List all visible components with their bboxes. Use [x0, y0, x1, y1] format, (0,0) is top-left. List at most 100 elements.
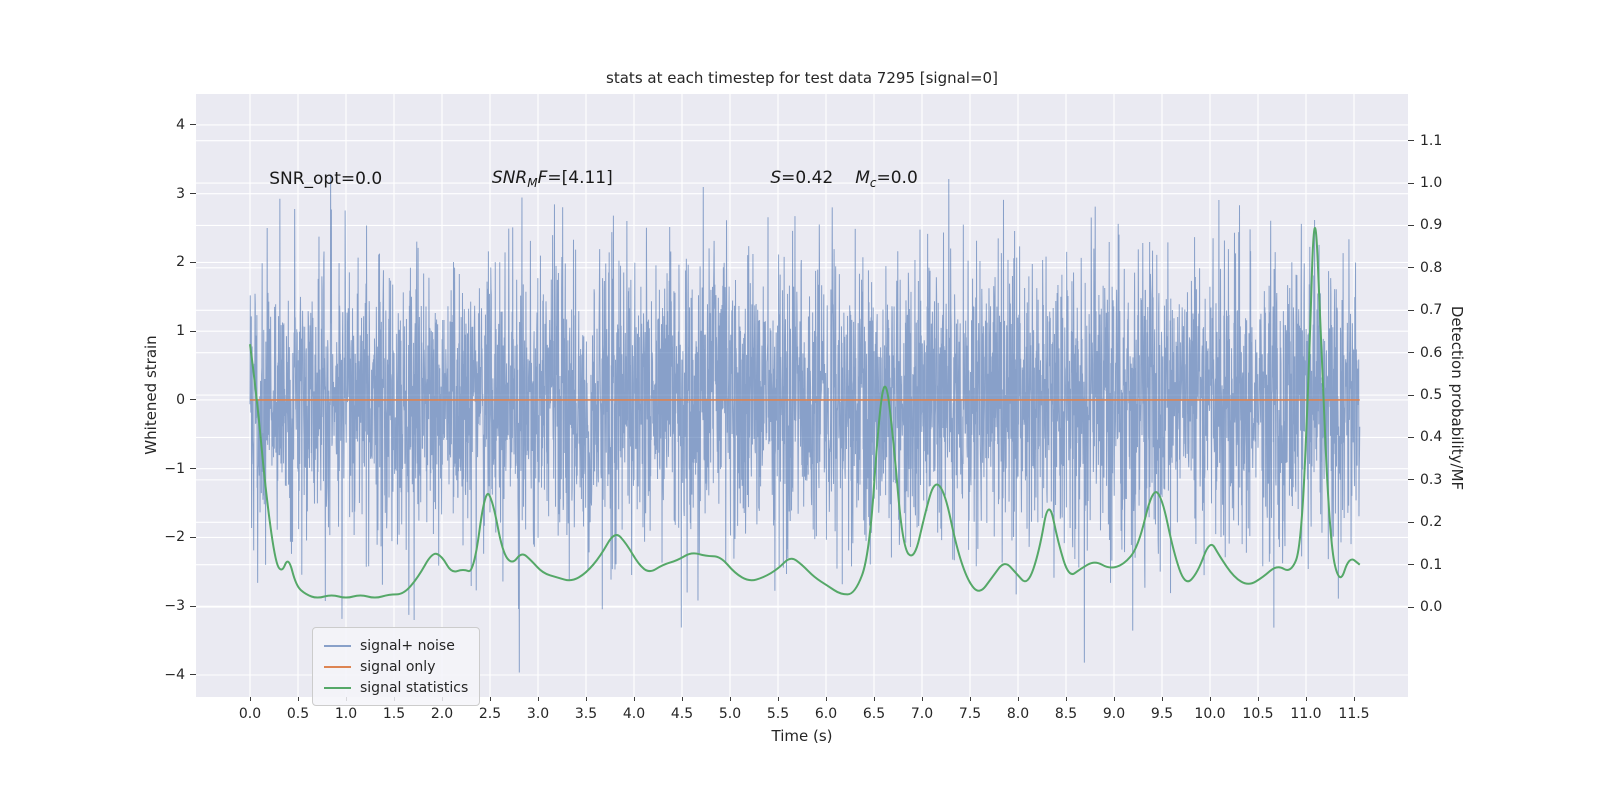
y-right-tick-label: 1.0 — [1420, 175, 1443, 192]
y-right-tick-label: 0.5 — [1420, 387, 1443, 404]
y-right-tick-label: 0.6 — [1420, 344, 1443, 361]
y-left-tick-label: −3 — [164, 598, 185, 615]
x-tick-mark — [825, 697, 827, 701]
x-tick-label: 0.0 — [238, 706, 262, 722]
legend-line-swatch — [324, 665, 351, 668]
x-tick-mark — [873, 697, 875, 701]
x-tick-label: 1.0 — [334, 706, 358, 722]
x-tick-label: 6.0 — [814, 706, 838, 722]
legend-line-swatch — [324, 644, 351, 647]
y-right-tick-mark — [1408, 479, 1414, 481]
legend: signal+ noise signal only signal statistic… — [312, 627, 481, 706]
x-tick-mark — [729, 697, 731, 701]
x-tick-label: 10.5 — [1242, 706, 1274, 722]
annotation-snr-mf-f: F — [537, 167, 548, 188]
legend-line-swatch — [324, 686, 351, 689]
legend-item: signal only — [324, 656, 468, 677]
y-left-tick-mark — [190, 468, 196, 470]
y-left-tick-label: −4 — [164, 666, 185, 683]
y-right-tick-label: 0.8 — [1420, 259, 1443, 276]
y-right-tick-mark — [1408, 224, 1414, 226]
chart-title: stats at each timestep for test data 729… — [606, 69, 998, 87]
y-left-tick-label: 1 — [176, 323, 185, 340]
x-tick-mark — [921, 697, 923, 701]
y-left-tick-mark — [190, 605, 196, 607]
x-tick-label: 5.5 — [766, 706, 790, 722]
y-right-tick-mark — [1408, 352, 1414, 354]
x-tick-label: 9.5 — [1150, 706, 1174, 722]
y-right-tick-mark — [1408, 140, 1414, 142]
x-tick-label: 2.0 — [430, 706, 454, 722]
y-left-tick-label: 2 — [176, 254, 185, 271]
annotation-snr-opt: SNR_opt=0.0 — [269, 169, 382, 189]
y-left-tick-mark — [190, 124, 196, 126]
x-tick-label: 0.5 — [286, 706, 310, 722]
annotation-s-mc: S=0.42 Mc=0.0 — [770, 167, 917, 189]
x-tick-label: 6.5 — [862, 706, 886, 722]
legend-item: signal+ noise — [324, 635, 468, 656]
annotation-mc: M — [855, 167, 870, 188]
y-right-tick-mark — [1408, 436, 1414, 438]
legend-item: signal statistics — [324, 677, 468, 698]
y-right-tick-label: 0.1 — [1420, 556, 1443, 573]
annotation-snr-mf-prefix: SNR — [491, 167, 528, 188]
annotation-snr-mf: SNRMF=[4.11] — [492, 167, 613, 189]
x-tick-label: 8.0 — [1006, 706, 1030, 722]
y-axis-label-left: Whitened strain — [142, 335, 160, 455]
y-left-tick-mark — [190, 261, 196, 263]
x-tick-mark — [249, 697, 251, 701]
annotation-mc-subscript: c — [869, 175, 877, 190]
x-tick-label: 9.0 — [1102, 706, 1126, 722]
y-right-tick-mark — [1408, 564, 1414, 566]
x-tick-label: 11.0 — [1290, 706, 1322, 722]
y-left-tick-mark — [190, 399, 196, 401]
x-tick-label: 8.5 — [1054, 706, 1078, 722]
x-axis-label: Time (s) — [771, 727, 833, 745]
y-right-tick-label: 0.4 — [1420, 429, 1443, 446]
y-left-tick-mark — [190, 330, 196, 332]
y-right-tick-label: 0.2 — [1420, 514, 1443, 531]
legend-label: signal only — [360, 658, 436, 675]
y-left-tick-label: 0 — [176, 391, 185, 408]
y-left-tick-mark — [190, 193, 196, 195]
x-tick-label: 2.5 — [478, 706, 502, 722]
legend-label: signal+ noise — [360, 637, 455, 654]
y-left-tick-label: −2 — [164, 529, 185, 546]
x-tick-mark — [537, 697, 539, 701]
x-tick-label: 4.0 — [622, 706, 646, 722]
y-left-tick-mark — [190, 536, 196, 538]
x-tick-label: 5.0 — [718, 706, 742, 722]
y-left-tick-mark — [190, 674, 196, 676]
x-tick-label: 7.0 — [910, 706, 934, 722]
y-right-tick-label: 0.0 — [1420, 599, 1443, 616]
x-tick-mark — [1305, 697, 1307, 701]
x-tick-mark — [1161, 697, 1163, 701]
y-right-tick-mark — [1408, 309, 1414, 311]
annotation-snr-mf-subscript: M — [527, 175, 538, 190]
y-right-tick-label: 0.3 — [1420, 471, 1443, 488]
y-right-tick-mark — [1408, 521, 1414, 523]
x-tick-label: 1.5 — [382, 706, 406, 722]
annotation-s: S — [770, 167, 782, 188]
y-right-tick-label: 1.1 — [1420, 132, 1443, 149]
x-tick-mark — [1065, 697, 1067, 701]
x-tick-label: 4.5 — [670, 706, 694, 722]
y-right-tick-label: 0.7 — [1420, 302, 1443, 319]
y-right-tick-mark — [1408, 267, 1414, 269]
x-tick-mark — [1017, 697, 1019, 701]
x-tick-mark — [777, 697, 779, 701]
y-axis-label-right: Detection probability/MF — [1448, 305, 1466, 491]
x-tick-label: 7.5 — [958, 706, 982, 722]
x-tick-mark — [1353, 697, 1355, 701]
x-tick-label: 11.5 — [1338, 706, 1370, 722]
x-tick-mark — [489, 697, 491, 701]
y-left-tick-label: −1 — [164, 460, 185, 477]
y-right-tick-label: 0.9 — [1420, 217, 1443, 234]
x-tick-mark — [633, 697, 635, 701]
y-right-tick-mark — [1408, 606, 1414, 608]
y-left-tick-label: 4 — [176, 116, 185, 133]
x-tick-mark — [1257, 697, 1259, 701]
annotation-snr-mf-value: =[4.11] — [547, 167, 613, 188]
x-tick-mark — [1209, 697, 1211, 701]
